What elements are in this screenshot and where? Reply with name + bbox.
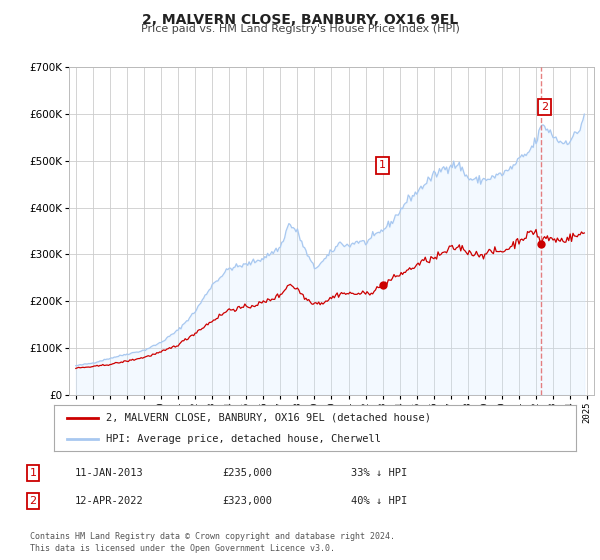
Text: This data is licensed under the Open Government Licence v3.0.: This data is licensed under the Open Gov… bbox=[30, 544, 335, 553]
Text: 40% ↓ HPI: 40% ↓ HPI bbox=[351, 496, 407, 506]
Text: 1: 1 bbox=[379, 161, 386, 170]
Text: 33% ↓ HPI: 33% ↓ HPI bbox=[351, 468, 407, 478]
Text: 12-APR-2022: 12-APR-2022 bbox=[75, 496, 144, 506]
Text: 2, MALVERN CLOSE, BANBURY, OX16 9EL: 2, MALVERN CLOSE, BANBURY, OX16 9EL bbox=[142, 13, 458, 27]
Text: Price paid vs. HM Land Registry's House Price Index (HPI): Price paid vs. HM Land Registry's House … bbox=[140, 24, 460, 34]
Text: £235,000: £235,000 bbox=[222, 468, 272, 478]
Text: 2, MALVERN CLOSE, BANBURY, OX16 9EL (detached house): 2, MALVERN CLOSE, BANBURY, OX16 9EL (det… bbox=[106, 413, 431, 423]
Text: 11-JAN-2013: 11-JAN-2013 bbox=[75, 468, 144, 478]
Text: £323,000: £323,000 bbox=[222, 496, 272, 506]
Text: Contains HM Land Registry data © Crown copyright and database right 2024.: Contains HM Land Registry data © Crown c… bbox=[30, 532, 395, 541]
Text: HPI: Average price, detached house, Cherwell: HPI: Average price, detached house, Cher… bbox=[106, 435, 381, 444]
Text: 2: 2 bbox=[29, 496, 37, 506]
Text: 1: 1 bbox=[29, 468, 37, 478]
Text: 2: 2 bbox=[541, 102, 548, 112]
